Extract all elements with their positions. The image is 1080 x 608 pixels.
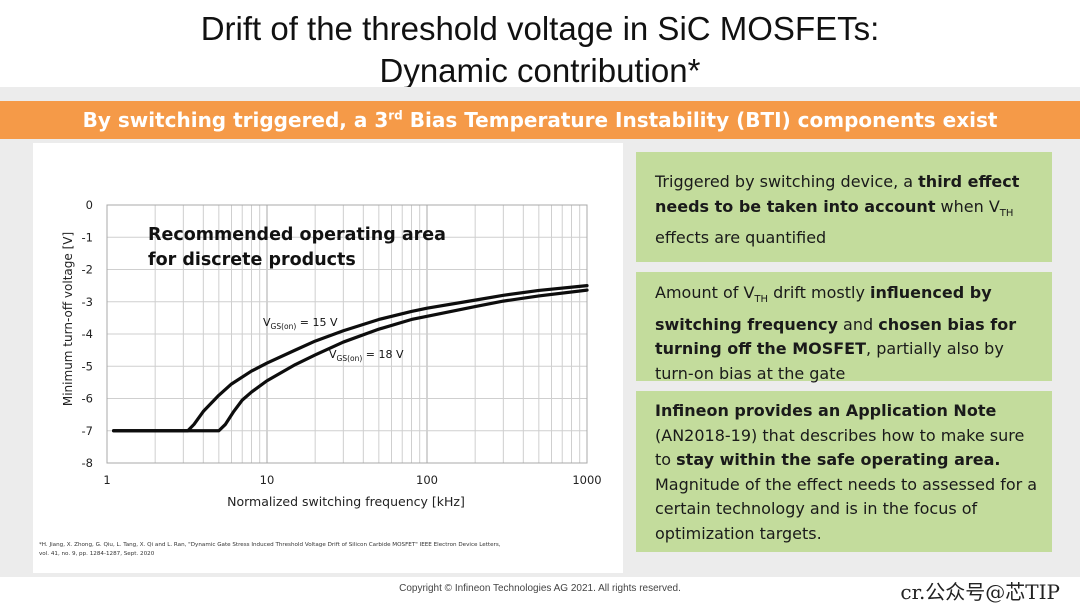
series-label-15v: VGS(on) = 15 V [263, 316, 338, 331]
x-axis-label: Normalized switching frequency [kHz] [227, 494, 465, 509]
x-tick-label: 1 [103, 473, 110, 487]
box2-text-3: and [837, 314, 879, 334]
watermark: cr.公众号@芯TIP [900, 580, 1060, 604]
box1-text: Triggered by switching device, a [655, 172, 919, 191]
x-tick-label: 10 [260, 473, 275, 487]
chart-annotation-line-1: Recommended operating area [148, 225, 446, 245]
slide-title: Drift of the threshold voltage in SiC MO… [0, 8, 1080, 92]
series-line-15v [112, 284, 589, 433]
info-box-third-effect: Triggered by switching device, a third e… [636, 152, 1052, 262]
vth-drift-chart: 0 -1 -2 -3 -4 -5 -6 -7 -8 1 10 100 1000 Recommended … [61, 198, 602, 509]
x-tick-label: 100 [416, 473, 438, 487]
y-tick-label: -2 [82, 263, 93, 277]
title-line-2: Dynamic contribution* [379, 52, 701, 89]
title-line-1: Drift of the threshold voltage in SiC MO… [200, 10, 880, 47]
box2-bold-1: influenced by switching frequency [655, 283, 992, 334]
box2-text-2: drift mostly [768, 283, 871, 302]
plot-border [106, 204, 588, 464]
y-tick-label: -7 [82, 424, 93, 438]
box2-subscript: TH [754, 294, 769, 306]
banner: By switching triggered, a 3rd Bias Tempe… [0, 101, 1080, 139]
box3-bold-2: stay within the safe operating area. [676, 450, 1001, 469]
copyright: Copyright © Infineon Technologies AG 202… [399, 583, 681, 594]
info-box-application-note: Infineon provides an Application Note (A… [636, 391, 1052, 552]
box2-bold-2: chosen bias for turning off the MOSFET [655, 314, 1017, 359]
footnote-line-1: *H. Jiang, X. Zhong, G. Qiu, L. Tang, X.… [39, 542, 501, 548]
box2-text-4: , partially also by turn-on bias at the … [655, 339, 1004, 383]
y-tick-label: -6 [82, 392, 93, 406]
series-label-18v: VGS(on) = 18 V [329, 348, 404, 363]
box1-text-3: effects are quantified [655, 228, 827, 248]
box2-text: Amount of V [655, 283, 755, 302]
y-axis-label: Minimum turn-off voltage [V] [61, 232, 75, 406]
banner-superscript: rd [388, 108, 403, 123]
box1-text-2: when V [935, 196, 1000, 216]
y-tick-label: -8 [82, 456, 93, 470]
y-tick-label: -1 [82, 230, 93, 244]
chart-annotation-line-2: for discrete products [148, 250, 356, 270]
box3-bold-1: Infineon provides an Application Note [655, 401, 997, 420]
footnote-line-2: vol. 41, no. 9, pp. 1284-1287, Sept. 202… [39, 551, 155, 557]
footnote: *H. Jiang, X. Zhong, G. Qiu, L. Tang, X.… [39, 541, 599, 559]
banner-text-end: Bias Temperature Instability (BTI) compo… [402, 108, 998, 132]
x-tick-label: 1000 [572, 473, 601, 487]
chart-panel: 0 -1 -2 -3 -4 -5 -6 -7 -8 1 10 100 1000 Recommended … [33, 143, 623, 573]
y-tick-label: 0 [86, 198, 93, 212]
y-tick-label: -3 [82, 295, 93, 309]
box1-bold: third effect needs to be taken into acco… [655, 172, 1020, 216]
info-box-drift-amount: Amount of VTH drift mostly influenced by… [636, 272, 1052, 383]
y-tick-label: -5 [82, 359, 93, 373]
box3-text: (AN2018-19) that describes how to make s… [655, 425, 1025, 470]
series-line-18v [112, 288, 589, 433]
y-tick-label: -4 [82, 327, 93, 341]
box3-text-2: Magnitude of the effect needs to assesse… [655, 474, 1038, 543]
box1-subscript: TH [999, 207, 1014, 219]
banner-text-start: By switching triggered, a 3 [82, 108, 389, 132]
